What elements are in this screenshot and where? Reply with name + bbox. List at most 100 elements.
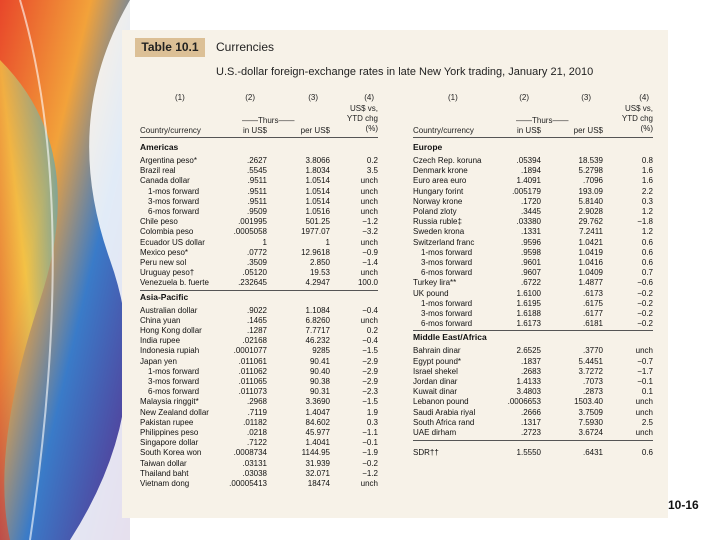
column-number: (1) [175,93,185,102]
rate-cell: 2.9028 [578,207,603,216]
rate-cell: 0.6 [641,237,653,247]
currency-name: Peru new sol [140,258,187,267]
column-header: YTD chg [621,114,653,123]
rate-cell: 3.5 [366,166,378,176]
rate-cell: 5.2798 [578,166,603,176]
rate-cell: 1.6100 [516,288,541,298]
column-header: Country/currency [140,126,201,135]
currency-name: 6-mos forward [421,319,473,329]
rate-cell: −0.9 [362,247,378,257]
rate-cell: .9511 [247,176,267,186]
rate-cell: 0.1 [641,387,653,397]
currency-name: Uruguay peso† [140,268,195,278]
currency-name: Hong Kong dollar [140,326,202,335]
rate-cell: 5.4451 [578,356,603,366]
rate-cell: 0.6 [641,247,653,257]
section-title: Asia-Pacific [140,291,189,302]
rate-cell: 1144.95 [301,448,330,458]
rate-cell: 1.0421 [578,237,603,247]
rate-cell: 1.8034 [305,166,330,176]
rate-cell: −0.2 [637,298,653,308]
currency-name: 1-mos forward [148,186,200,196]
currency-name: Malaysia ringgit* [140,397,199,407]
rate-cell: .011065 [238,377,267,386]
rate-cell: −2.9 [362,366,378,376]
currency-name: Norway krone [413,196,463,206]
rate-cell: .9596 [520,237,541,247]
rate-cell: −2.3 [362,387,378,397]
column-header: Country/currency [413,126,474,135]
currency-name: Hungary forint [413,186,464,196]
currency-name: 6-mos forward [148,387,200,397]
currency-name: Sweden krona [413,227,465,237]
currency-name: South Africa rand [413,417,475,427]
rate-cell: 193.09 [578,186,603,196]
rate-cell: unch [360,196,378,206]
rate-cell: 2.5 [641,417,653,427]
rate-cell: .0001077 [233,346,267,356]
currency-name: Thailand baht [140,468,189,478]
rate-cell: .2666 [520,407,541,417]
section-title: Americas [140,142,179,152]
rate-cell: .9601 [520,258,541,267]
rate-cell: −0.1 [362,438,378,448]
rate-cell: unch [635,346,653,356]
rate-cell: 1.0516 [305,207,330,216]
rate-cell: 1.4877 [578,278,603,288]
rate-cell: −1.4 [362,258,378,267]
rate-cell: 1.6 [641,166,653,176]
rate-cell: .9598 [520,247,541,257]
rate-cell: .9511 [247,196,267,206]
rate-cell: 46.232 [305,336,330,346]
currency-name: Philippines peso [140,428,199,437]
rate-cell: .1894 [520,166,541,176]
rate-cell: .03038 [242,468,267,478]
rate-cell: 12.9618 [301,247,330,257]
rate-cell: .011073 [238,387,267,397]
rate-cell: 4.2947 [305,278,330,288]
rate-cell: 3.4803 [516,387,541,397]
rate-cell: 0.2 [366,156,378,165]
rate-cell: −1.9 [362,448,378,458]
rate-cell: −0.2 [637,309,653,318]
currency-name: Venezuela b. fuerte [140,278,209,288]
rate-cell: .005179 [512,186,541,196]
currency-name: Jordan dinar [413,377,458,386]
rate-cell: .6431 [582,448,603,458]
rate-cell: 3.7272 [578,366,603,376]
currency-name: Colombia peso [140,227,194,237]
rate-cell: 90.41 [309,356,330,366]
rate-cell: −1.1 [362,428,378,437]
rate-cell: .6175 [582,298,603,308]
currency-name: 3-mos forward [421,309,473,318]
rate-cell: −0.2 [637,288,653,298]
rate-cell: 1.9 [366,407,378,417]
currency-name: Bahrain dinar [413,346,461,356]
rate-cell: 90.38 [309,377,330,386]
rate-cell: unch [635,407,653,417]
rate-cell: .2873 [582,387,603,397]
rate-cell: 1.0514 [305,176,330,186]
column-number: (4) [364,93,374,102]
column-header: (%) [365,124,378,133]
rate-cell: −0.2 [637,319,653,329]
currency-name: Saudi Arabia riyal [413,407,476,417]
rate-cell: .9511 [247,186,267,196]
rate-cell: .7119 [247,407,267,417]
rate-cell: 7.2411 [579,227,603,237]
rate-cell: 29.762 [578,217,603,227]
currency-name: 6-mos forward [421,268,473,278]
rate-cell: .3770 [582,346,603,356]
rate-cell: 19.53 [309,268,330,278]
rate-cell: 1977.07 [301,227,330,237]
rate-cell: .011062 [238,366,267,376]
rate-cell: unch [360,479,378,488]
rate-cell: .6722 [520,278,541,288]
currency-name: Ecuador US dollar [140,237,205,247]
rate-cell: 7.5930 [578,417,603,427]
rate-cell: .6177 [582,309,603,318]
rate-cell: 1.5550 [516,448,541,458]
rate-cell: 1.6195 [516,298,541,308]
rate-cell: 501.25 [305,217,330,227]
